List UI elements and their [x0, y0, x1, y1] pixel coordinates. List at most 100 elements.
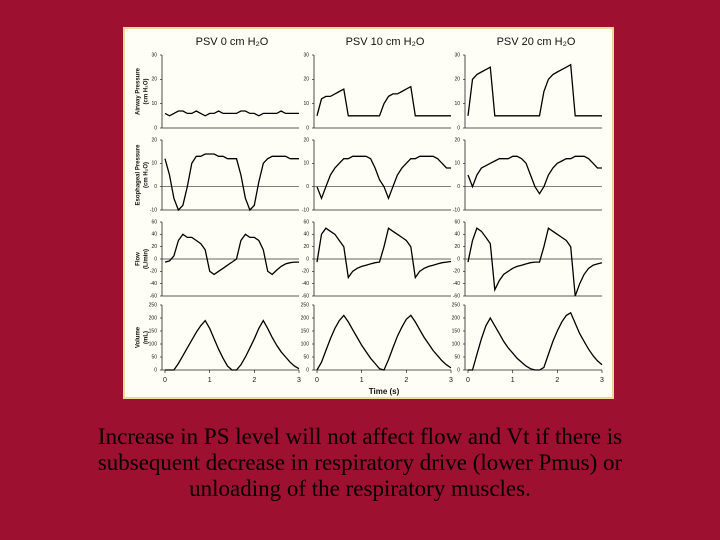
y-tick-label: 20	[454, 244, 460, 250]
y-tick-label: 150	[301, 328, 310, 334]
waveform	[316, 85, 451, 117]
y-tick-label: 50	[303, 354, 309, 360]
y-tick-label: -60	[302, 293, 309, 299]
waveform	[316, 314, 452, 371]
y-axis-label: (cm H₂O)	[144, 78, 150, 104]
y-tick-label: 40	[454, 232, 460, 238]
y-tick-label: 60	[151, 219, 157, 225]
y-tick-label: -40	[302, 281, 309, 287]
waveform	[467, 155, 602, 195]
y-tick-label: 0	[154, 256, 157, 262]
y-tick-label: 0	[306, 125, 309, 131]
x-tick-label: 3	[297, 377, 301, 384]
y-tick-label: 10	[454, 161, 460, 167]
y-tick-label: 200	[452, 315, 461, 321]
y-tick-label: 150	[452, 328, 461, 334]
column-title: PSV 0 cm H₂O	[196, 36, 269, 48]
y-tick-label: 50	[151, 354, 157, 360]
y-axis-label: Esophageal Pressure	[136, 144, 142, 206]
waveform	[467, 63, 602, 117]
y-tick-label: 0	[306, 367, 309, 373]
y-tick-label: 10	[151, 101, 157, 107]
y-tick-label: 60	[454, 219, 460, 225]
y-axis-label: Flow	[136, 252, 142, 266]
column-title: PSV 10 cm H₂O	[346, 36, 425, 48]
caption-line: unloading of the respiratory muscles.	[189, 476, 531, 501]
waveform	[164, 110, 299, 117]
y-tick-label: -20	[302, 269, 309, 275]
y-axis-label: Airway Pressure	[136, 67, 142, 115]
y-tick-label: 0	[457, 367, 460, 373]
waveform	[316, 227, 452, 280]
y-tick-label: 10	[454, 101, 460, 107]
waveform	[467, 227, 603, 297]
x-tick-label: 2	[252, 377, 256, 384]
y-axis-label: Volume	[136, 326, 142, 348]
y-tick-label: 250	[149, 302, 158, 308]
y-tick-label: 20	[454, 77, 460, 83]
x-tick-label: 1	[208, 377, 212, 384]
y-tick-label: 100	[301, 341, 310, 347]
x-tick-label: 1	[511, 377, 515, 384]
waveform	[165, 319, 300, 371]
x-tick-label: 2	[404, 377, 408, 384]
x-tick-label: 1	[360, 377, 364, 384]
y-axis-label: (L/min)	[144, 249, 150, 269]
waveform	[316, 155, 451, 201]
y-tick-label: 0	[154, 125, 157, 131]
y-tick-label: 200	[149, 315, 158, 321]
y-tick-label: 20	[151, 137, 157, 143]
y-tick-label: 150	[149, 328, 158, 334]
y-tick-label: 200	[301, 315, 310, 321]
y-tick-label: 20	[303, 137, 309, 143]
x-tick-label: 0	[163, 377, 167, 384]
y-tick-label: 100	[452, 341, 461, 347]
y-tick-label: 250	[452, 302, 461, 308]
y-tick-label: 40	[303, 232, 309, 238]
y-tick-label: -20	[150, 269, 157, 275]
y-tick-label: -40	[150, 281, 157, 287]
y-axis-label: (mL)	[144, 331, 150, 344]
y-tick-label: 30	[151, 52, 157, 58]
y-tick-label: 30	[303, 52, 309, 58]
y-tick-label: 0	[306, 184, 309, 190]
y-tick-label: 0	[154, 184, 157, 190]
figure-panel	[123, 27, 614, 399]
y-tick-label: 0	[457, 125, 460, 131]
y-tick-label: 10	[303, 101, 309, 107]
y-tick-label: 0	[457, 256, 460, 262]
y-tick-label: 0	[154, 367, 157, 373]
y-tick-label: 20	[303, 244, 309, 250]
figure: PSV 0 cm H₂O PSV 10 cm H₂O PSV 20 cm H₂O…	[123, 27, 614, 399]
x-tick-label: 0	[466, 377, 470, 384]
waveform	[468, 311, 603, 371]
caption-line: Increase in PS level will not affect flo…	[97, 424, 623, 449]
x-axis-label: Time (s)	[369, 387, 400, 396]
y-tick-label: 30	[454, 52, 460, 58]
y-tick-label: -10	[453, 207, 460, 213]
waveform	[164, 233, 299, 276]
waveform	[164, 153, 299, 212]
y-tick-label: 100	[149, 341, 158, 347]
y-tick-label: -10	[150, 207, 157, 213]
y-tick-label: -20	[453, 269, 460, 275]
y-tick-label: 0	[457, 184, 460, 190]
y-tick-label: 20	[303, 77, 309, 83]
x-tick-label: 2	[555, 377, 559, 384]
y-tick-label: 20	[454, 137, 460, 143]
y-tick-label: -60	[150, 293, 157, 299]
caption-line: subsequent decrease in respiratory drive…	[97, 450, 623, 475]
y-tick-label: 60	[303, 219, 309, 225]
x-tick-label: 3	[600, 377, 604, 384]
y-tick-label: -10	[302, 207, 309, 213]
y-tick-label: -40	[453, 281, 460, 287]
y-axis-label: (cm H₂O)	[144, 162, 150, 188]
y-tick-label: 0	[306, 256, 309, 262]
y-tick-label: 50	[454, 354, 460, 360]
y-tick-label: 250	[301, 302, 310, 308]
y-tick-label: 10	[303, 161, 309, 167]
column-title: PSV 20 cm H₂O	[497, 36, 576, 48]
y-tick-label: 10	[151, 161, 157, 167]
y-tick-label: 20	[151, 244, 157, 250]
